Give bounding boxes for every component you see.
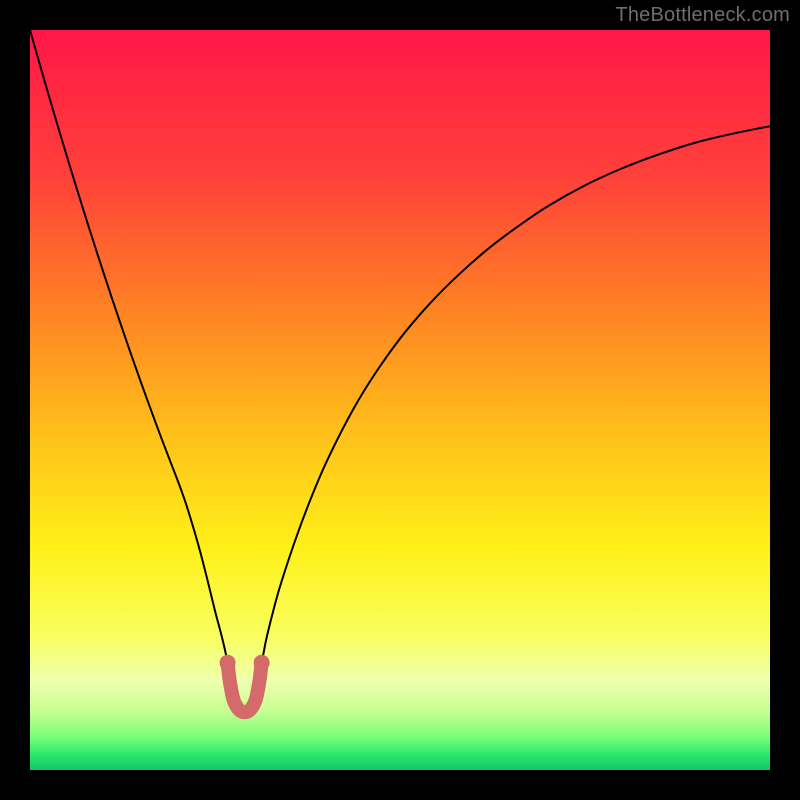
chart-plot-area (30, 30, 770, 770)
trough-end-dot-left (220, 655, 236, 671)
chart-svg (30, 30, 770, 770)
trough-end-dot-right (254, 655, 270, 671)
gradient-background (30, 30, 770, 770)
watermark-text: TheBottleneck.com (615, 4, 790, 27)
